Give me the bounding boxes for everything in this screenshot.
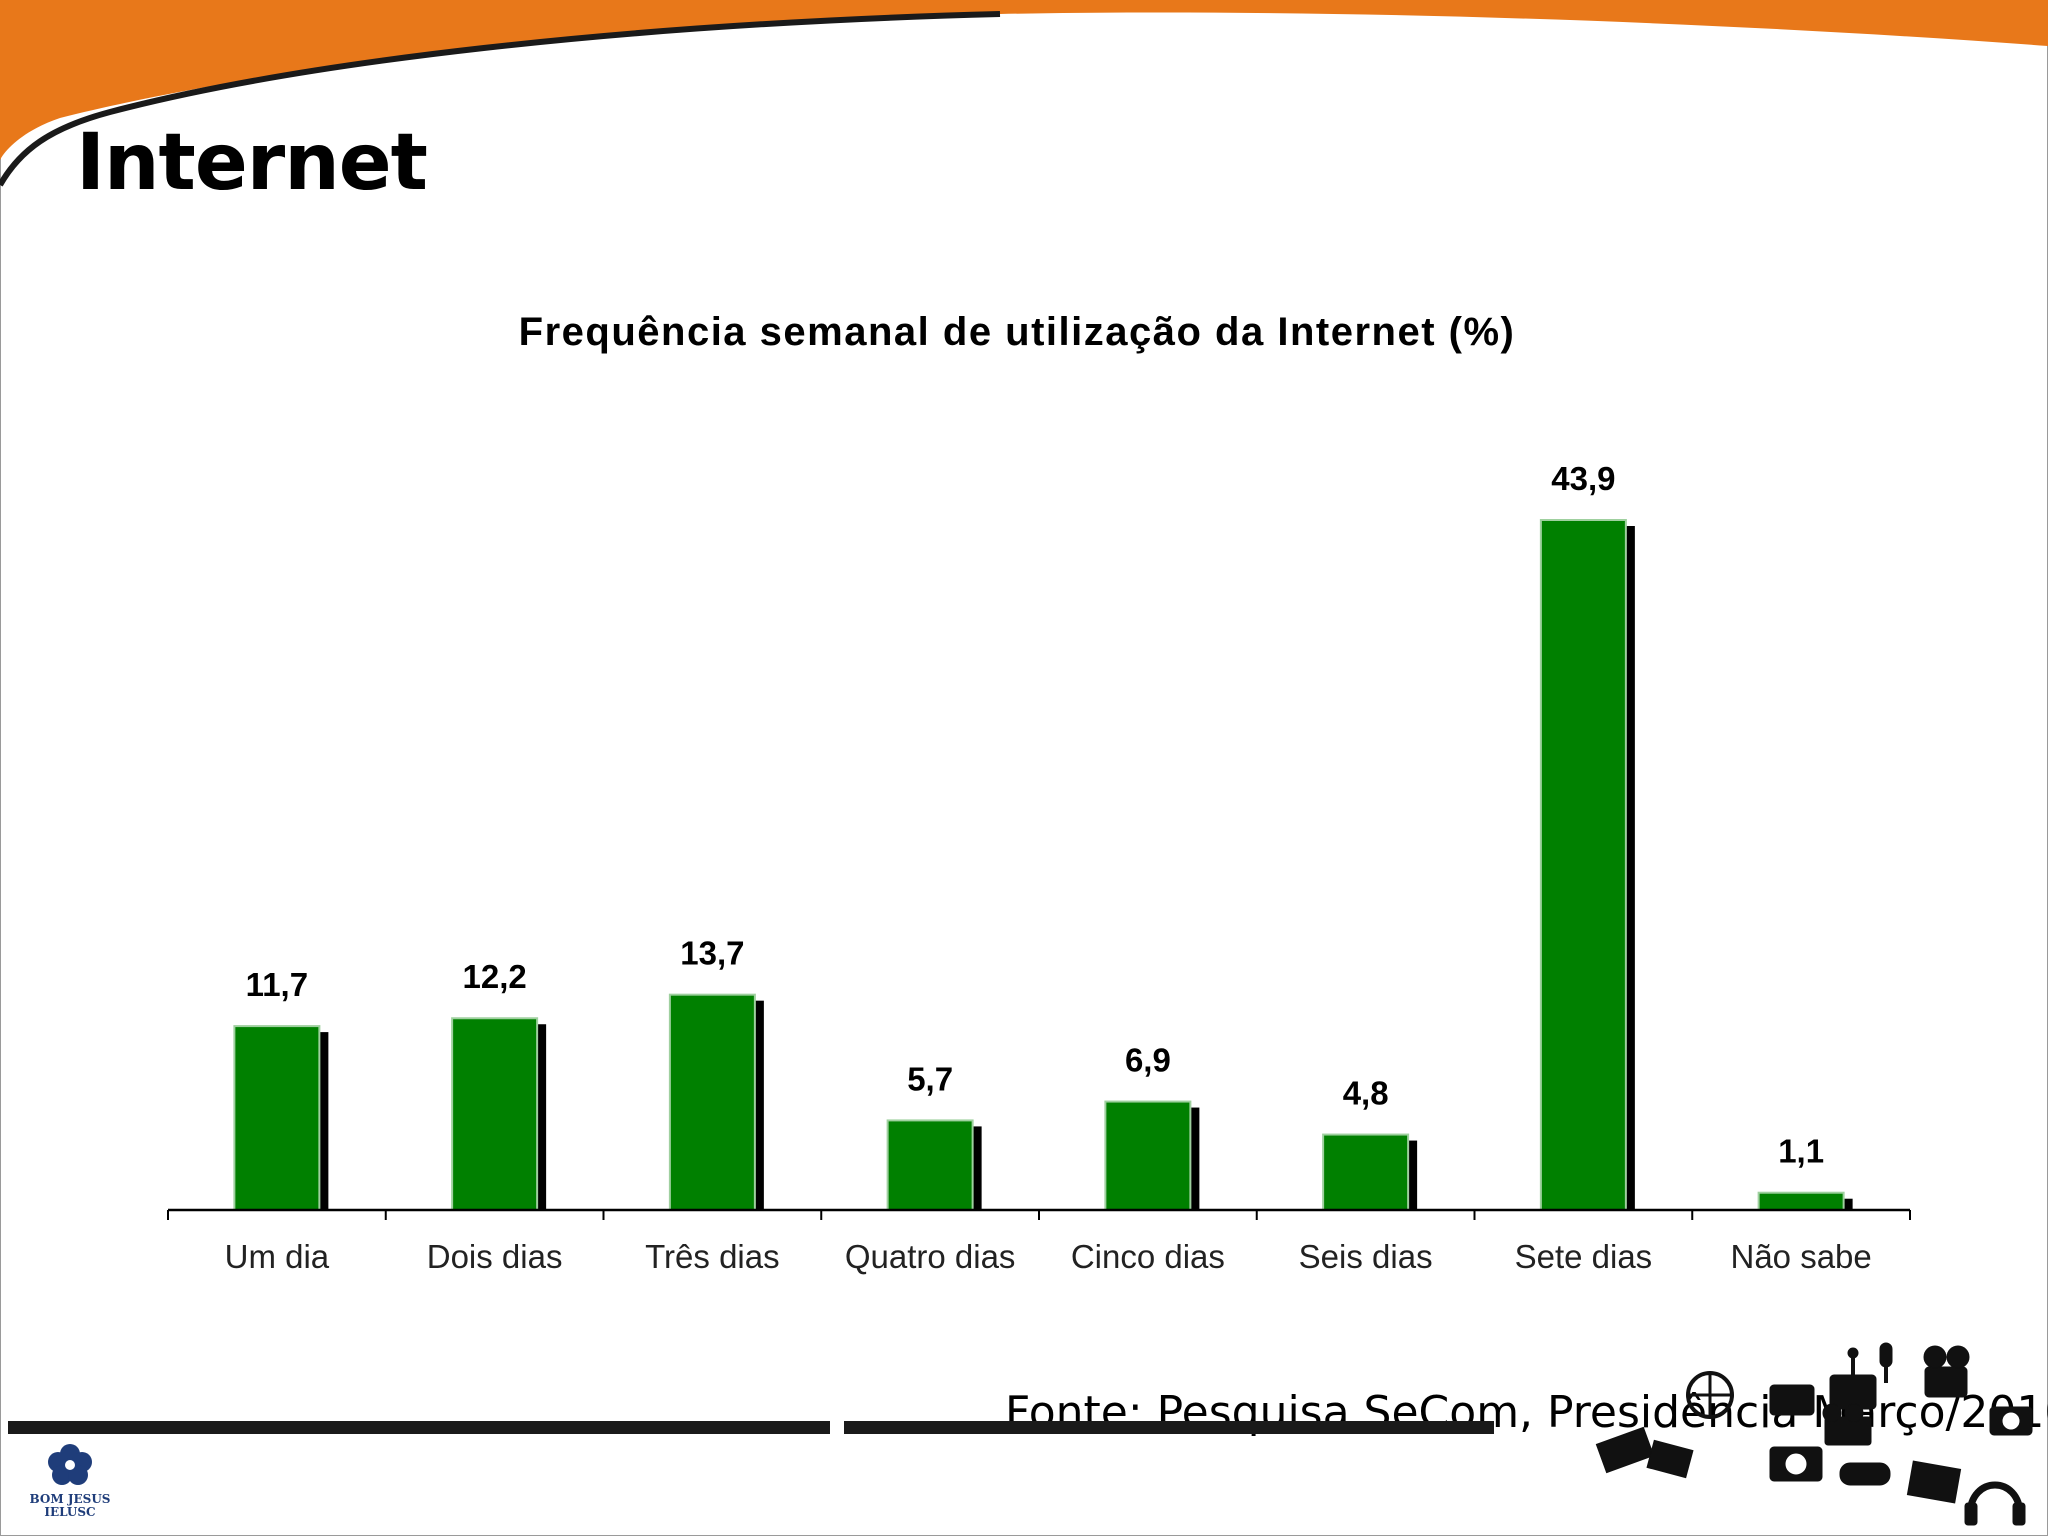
bar-2 <box>451 1017 539 1212</box>
header-dark-stroke <box>0 11 1001 187</box>
chart-plot-area: 11,7 Um dia 12,2 Dois dias 13,7 Três dias 5,7 Q… <box>167 460 1911 1275</box>
data-label: 6,9 <box>1125 1042 1171 1079</box>
x-tick-label: Três dias <box>645 1238 779 1275</box>
bar-8 <box>1757 1191 1845 1211</box>
laptop-icon <box>1595 1426 1655 1474</box>
institution-logo: BOM JESUS IELUSC <box>28 1442 112 1520</box>
logo-text-line2: IELUSC <box>44 1505 96 1519</box>
camera-icon <box>1924 1366 1968 1398</box>
x-tick-label: Seis dias <box>1299 1238 1433 1275</box>
header-swoosh <box>0 0 2048 187</box>
x-tick-label: Não sabe <box>1730 1238 1871 1275</box>
logo-text-line1: BOM JESUS <box>29 1492 111 1506</box>
chart-title: Frequência semanal de utilização da Inte… <box>519 310 1516 354</box>
header-orange-band <box>0 0 2048 160</box>
flower-logo-icon <box>48 1444 92 1485</box>
footer-bar-left <box>8 1421 830 1434</box>
data-label: 43,9 <box>1551 460 1615 497</box>
bar-3 <box>668 993 756 1211</box>
tablet-icon <box>1906 1460 1962 1504</box>
bar-1 <box>233 1025 321 1211</box>
x-tick-label: Sete dias <box>1515 1238 1653 1275</box>
x-tick-label: Quatro dias <box>845 1238 1016 1275</box>
data-label: 4,8 <box>1343 1075 1389 1112</box>
data-label: 5,7 <box>907 1060 953 1097</box>
bar-6 <box>1322 1133 1410 1211</box>
bar-4 <box>886 1119 974 1212</box>
data-label: 11,7 <box>246 966 308 1003</box>
bar-7 <box>1539 519 1627 1211</box>
data-label: 1,1 <box>1778 1133 1824 1170</box>
bar-5 <box>1104 1100 1192 1211</box>
x-tick-label: Um dia <box>225 1238 330 1275</box>
media-devices-collage-icon <box>1595 1342 2033 1526</box>
data-label: 12,2 <box>463 958 527 995</box>
data-label: 13,7 <box>680 935 744 972</box>
footer-bar-right <box>844 1421 1494 1434</box>
gamepad-icon <box>1839 1462 1891 1486</box>
bar-chart: Frequência semanal de utilização da Inte… <box>167 310 1911 1275</box>
slide-title: Internet <box>76 118 428 208</box>
x-tick-label: Cinco dias <box>1071 1238 1225 1275</box>
radio-icon <box>1769 1384 1815 1416</box>
x-tick-label: Dois dias <box>427 1238 563 1275</box>
